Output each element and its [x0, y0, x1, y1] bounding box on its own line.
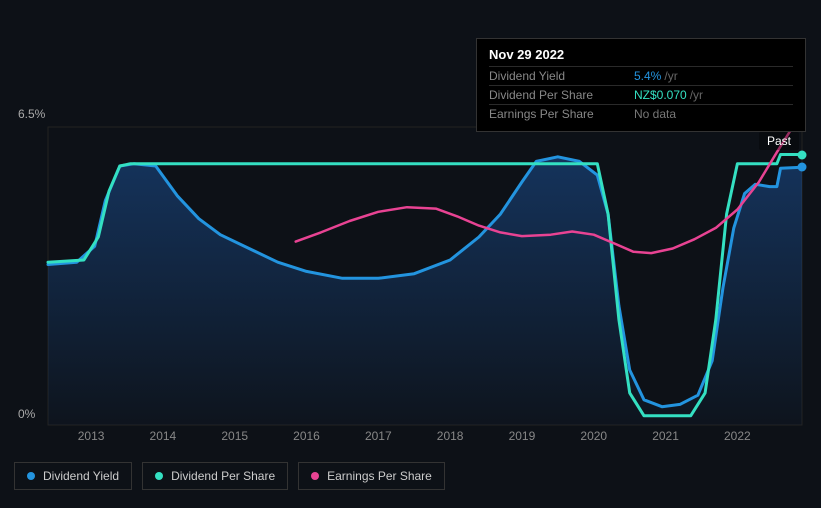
tooltip-row-dividend-yield: Dividend Yield 5.4% /yr — [489, 66, 793, 85]
tooltip-suffix: /yr — [664, 69, 677, 83]
tooltip-value: NZ$0.070 — [634, 88, 687, 102]
tooltip-row-earnings-per-share: Earnings Per Share No data — [489, 104, 793, 123]
y-axis-label-max: 6.5% — [18, 107, 45, 121]
x-axis-tick: 2017 — [365, 429, 392, 443]
tooltip-label: Dividend Yield — [489, 69, 634, 83]
legend-dot — [311, 472, 319, 480]
tooltip-value: No data — [634, 107, 676, 121]
tooltip-label: Dividend Per Share — [489, 88, 634, 102]
legend-dot — [155, 472, 163, 480]
legend-item-dividend-yield[interactable]: Dividend Yield — [14, 462, 132, 490]
x-axis-tick: 2018 — [437, 429, 464, 443]
tooltip-value: 5.4% — [634, 69, 661, 83]
legend-label: Earnings Per Share — [327, 469, 432, 483]
dividend-yield-end-dot — [798, 163, 807, 172]
legend-dot — [27, 472, 35, 480]
chart-tooltip: Nov 29 2022 Dividend Yield 5.4% /yr Divi… — [476, 38, 806, 132]
legend-label: Dividend Per Share — [171, 469, 275, 483]
x-axis-tick: 2013 — [78, 429, 105, 443]
dividend-yield-area — [48, 157, 802, 425]
tooltip-date: Nov 29 2022 — [489, 47, 793, 66]
legend-item-dividend-per-share[interactable]: Dividend Per Share — [142, 462, 288, 490]
x-axis-tick: 2016 — [293, 429, 320, 443]
tooltip-row-dividend-per-share: Dividend Per Share NZ$0.070 /yr — [489, 85, 793, 104]
x-axis-tick: 2019 — [509, 429, 536, 443]
x-axis-tick: 2014 — [150, 429, 177, 443]
tooltip-suffix: /yr — [690, 88, 703, 102]
legend: Dividend Yield Dividend Per Share Earnin… — [14, 462, 445, 490]
past-badge: Past — [759, 132, 799, 150]
legend-label: Dividend Yield — [43, 469, 119, 483]
x-axis-tick: 2015 — [221, 429, 248, 443]
x-axis-tick: 2020 — [580, 429, 607, 443]
y-axis-label-min: 0% — [18, 407, 35, 421]
dividend-per-share-end-dot — [798, 150, 807, 159]
tooltip-label: Earnings Per Share — [489, 107, 634, 121]
plot-area[interactable] — [48, 127, 802, 425]
dividend-history-chart: 6.5% 0% Past 2013 2014 2015 2016 2017 2018 201… — [0, 0, 821, 508]
legend-item-earnings-per-share[interactable]: Earnings Per Share — [298, 462, 445, 490]
x-axis-tick: 2021 — [652, 429, 679, 443]
x-axis-tick: 2022 — [724, 429, 751, 443]
